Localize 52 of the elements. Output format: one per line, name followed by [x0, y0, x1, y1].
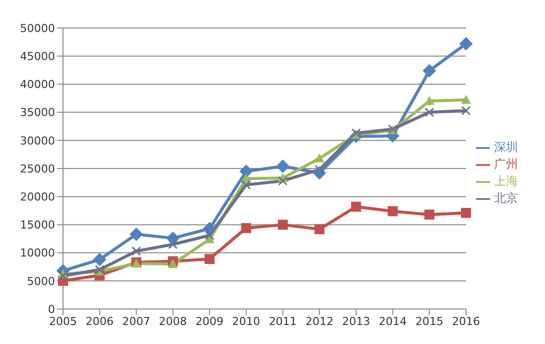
point	[388, 206, 398, 216]
x-tick-label: 2016	[452, 314, 480, 328]
x-tick-label: 2006	[86, 314, 114, 328]
legend-label: 深圳	[494, 140, 518, 154]
point	[314, 224, 324, 234]
point	[130, 228, 143, 241]
point	[132, 246, 142, 256]
x-tick-label: 2013	[342, 314, 370, 328]
y-tick-label: 25000	[20, 162, 55, 176]
x-tick-label: 2010	[232, 314, 260, 328]
point	[461, 208, 471, 218]
legend-label: 北京	[494, 191, 518, 205]
x-tick-label: 2015	[415, 314, 444, 328]
x-tick-label: 2005	[49, 314, 77, 328]
x-tick-label: 2007	[122, 314, 150, 328]
point	[278, 176, 288, 186]
y-tick-label: 5000	[27, 274, 55, 288]
x-tick-label: 2012	[305, 314, 334, 328]
y-tick-label: 35000	[20, 106, 55, 120]
point	[461, 94, 471, 104]
y-tick-label: 15000	[20, 218, 55, 232]
point	[204, 230, 214, 240]
point	[422, 64, 436, 78]
x-tick-label: 2009	[196, 314, 224, 328]
legend-label: 广州	[494, 157, 518, 171]
x-tick-label: 2014	[378, 314, 407, 328]
point	[461, 106, 471, 116]
point	[278, 220, 288, 230]
legend-label: 上海	[494, 174, 518, 188]
y-tick-label: 40000	[20, 78, 55, 92]
point	[314, 153, 324, 162]
point	[93, 253, 106, 266]
point	[240, 164, 253, 178]
y-tick-label: 45000	[20, 50, 55, 64]
y-tick-label: 20000	[20, 190, 55, 204]
point	[241, 180, 251, 190]
x-tick-label: 2008	[158, 314, 187, 328]
point	[460, 37, 472, 50]
point	[203, 222, 216, 236]
point	[351, 202, 362, 212]
point	[276, 160, 290, 173]
x-tick-label: 2011	[268, 314, 297, 328]
point	[424, 210, 434, 220]
y-tick-label: 30000	[20, 134, 55, 148]
point	[168, 240, 178, 250]
point	[204, 254, 215, 264]
point	[241, 223, 252, 234]
y-tick-label: 50000	[20, 22, 55, 35]
point	[424, 108, 434, 118]
y-tick-label: 10000	[20, 246, 55, 260]
point	[168, 259, 178, 268]
y-tick-label: 0	[48, 302, 55, 316]
